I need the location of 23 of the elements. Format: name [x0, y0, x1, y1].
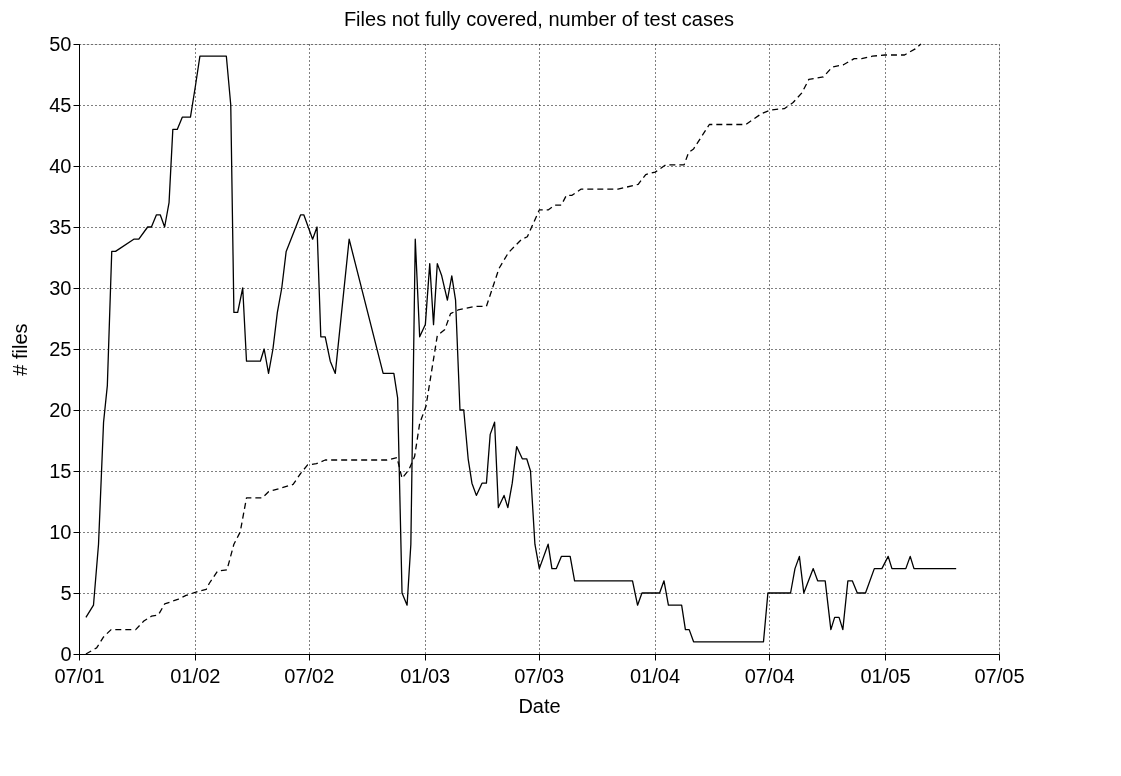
x-tick-label: 01/03	[400, 664, 451, 687]
y-tick-label: 50	[49, 32, 72, 55]
y-tick-label: 30	[49, 276, 72, 299]
x-tick-label: 01/05	[860, 664, 911, 687]
x-tick-label: 01/04	[630, 664, 681, 687]
x-tick-label: 07/01	[54, 664, 105, 687]
y-tick-label: 40	[49, 154, 72, 177]
y-tick-label: 15	[49, 459, 72, 482]
y-tick-label: 10	[49, 520, 72, 543]
chart-title: Files not fully covered, number of test cases	[343, 8, 735, 30]
y-tick-label: 25	[49, 337, 72, 360]
x-tick-label: 07/03	[514, 664, 565, 687]
x-tick-label: 07/02	[284, 664, 335, 687]
y-tick-label: 45	[49, 93, 72, 116]
y-tick-label: 35	[49, 215, 72, 238]
y-tick-label: 5	[60, 581, 72, 604]
x-tick-label: 07/05	[974, 664, 1025, 687]
x-tick-label: 07/04	[744, 664, 795, 687]
x-tick-label: 01/02	[170, 664, 221, 687]
y-tick-label: 0	[60, 642, 72, 665]
x-axis-title: Date	[518, 694, 561, 717]
y-tick-label: 20	[49, 398, 72, 421]
y-axis-title: # files	[9, 323, 32, 376]
